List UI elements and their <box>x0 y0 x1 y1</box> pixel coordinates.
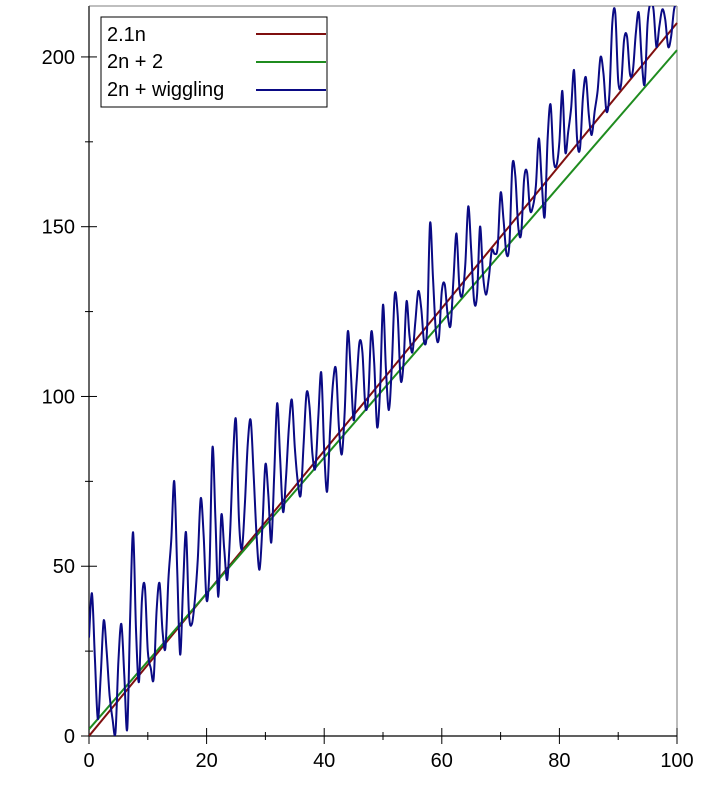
series-line-2n-plus-wiggling <box>89 6 676 736</box>
legend-label-2n-plus-wiggling: 2n + wiggling <box>107 79 224 101</box>
x-tick-label: 80 <box>548 750 570 772</box>
x-tick-label: 40 <box>313 750 335 772</box>
y-tick-label: 0 <box>64 726 75 748</box>
x-tick-label: 20 <box>195 750 217 772</box>
series-line-2n-plus-2 <box>89 49 678 730</box>
x-tick-label: 60 <box>431 750 453 772</box>
legend-label-2-1n: 2.1n <box>107 24 146 46</box>
series-line-2-1n <box>89 22 678 736</box>
legend: 2.1n 2n + 2 2n + wiggling <box>100 16 328 108</box>
tick-labels: 0 20 40 60 80 100 0 50 100 150 200 <box>42 47 694 772</box>
legend-label-2n-plus-2: 2n + 2 <box>107 51 163 73</box>
axis-ticks <box>81 56 678 744</box>
y-tick-label: 150 <box>42 217 75 239</box>
y-tick-label: 100 <box>42 386 75 408</box>
x-tick-label: 100 <box>660 750 693 772</box>
y-tick-label: 200 <box>42 47 75 69</box>
x-tick-label: 0 <box>83 750 94 772</box>
plot-area <box>88 5 678 737</box>
y-tick-label: 50 <box>53 556 75 578</box>
series-lines <box>89 6 678 736</box>
